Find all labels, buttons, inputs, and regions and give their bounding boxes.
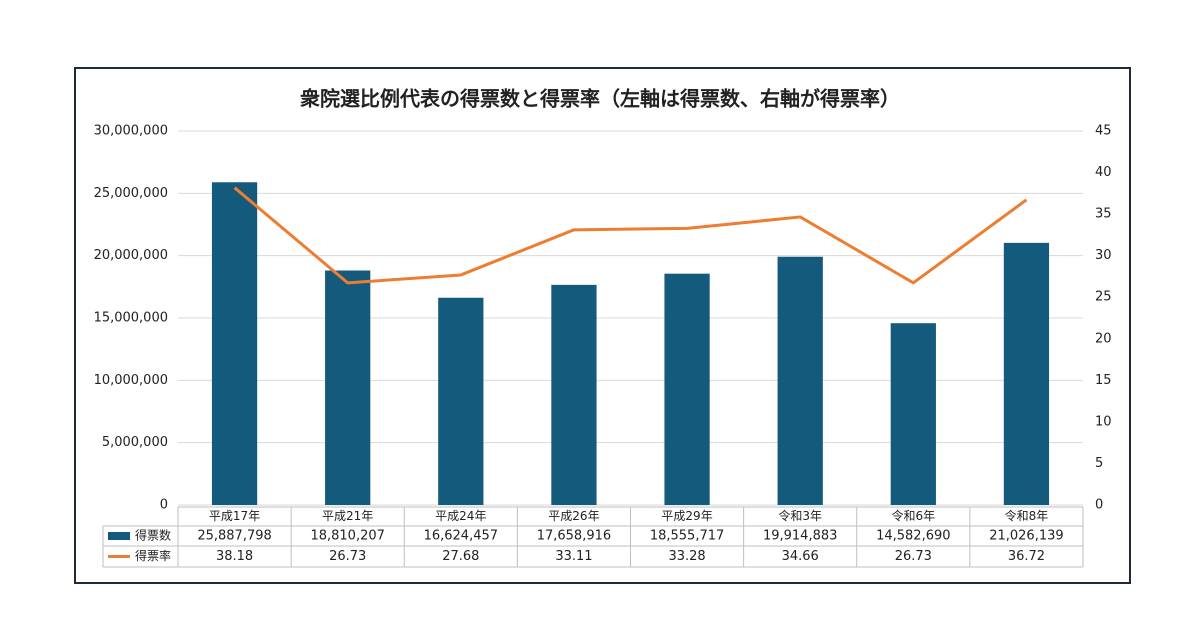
table-value: 17,658,916 (537, 529, 611, 544)
y-tick-label: 10,000,000 (94, 373, 168, 388)
table-value: 33.11 (555, 549, 592, 564)
x-tick-label: 平成24年 (435, 509, 486, 523)
y2-tick-label: 25 (1095, 290, 1112, 305)
y2-tick-label: 45 (1095, 124, 1112, 139)
x-tick-label: 令和6年 (891, 508, 935, 523)
y2-tick-label: 35 (1095, 207, 1112, 222)
chart-title: 衆院選比例代表の得票数と得票率（左軸は得票数、右軸が得票率） (300, 87, 900, 111)
line (233, 186, 1028, 285)
table-value: 36.72 (1008, 549, 1045, 564)
bar (1003, 242, 1050, 505)
x-tick-label: 令和8年 (1005, 508, 1049, 523)
y-tick-label: 0 (160, 498, 168, 513)
legend-label: 得票率 (135, 548, 171, 563)
x-tick-label: 平成21年 (322, 509, 373, 523)
y-tick-label: 30,000,000 (94, 124, 168, 139)
y2-tick-label: 10 (1095, 414, 1112, 429)
y-tick-label: 15,000,000 (94, 311, 168, 326)
x-tick-label: 平成17年 (209, 509, 260, 523)
bar (890, 323, 936, 505)
table-value: 14,582,690 (876, 529, 950, 544)
table-value: 26.73 (895, 549, 932, 564)
table-value: 34.66 (782, 549, 819, 564)
bar (777, 256, 823, 505)
y2-tick-label: 0 (1095, 498, 1103, 513)
x-tick-label: 令和3年 (778, 508, 822, 523)
table-value: 18,810,207 (310, 529, 384, 544)
table-value: 27.68 (442, 549, 479, 564)
table-value: 26.73 (329, 549, 366, 564)
bar (664, 273, 710, 505)
bar (438, 297, 484, 505)
y-tick-label: 20,000,000 (94, 248, 168, 263)
y2-tick-label: 20 (1095, 331, 1112, 346)
table-value: 19,914,883 (763, 529, 837, 544)
y-tick-label: 25,000,000 (94, 186, 168, 201)
table-value: 18,555,717 (650, 529, 724, 544)
bar (325, 270, 371, 505)
legend-key (108, 532, 130, 540)
table-value: 33.28 (668, 549, 705, 564)
y2-tick-label: 15 (1095, 373, 1112, 388)
legend-label: 得票数 (135, 528, 171, 543)
table-value: 25,887,798 (197, 529, 271, 544)
table-value: 16,624,457 (424, 529, 498, 544)
table-value: 21,026,139 (989, 529, 1063, 544)
table-value: 38.18 (216, 549, 253, 564)
y-tick-label: 5,000,000 (102, 435, 168, 450)
y2-tick-label: 30 (1095, 248, 1112, 263)
y2-tick-label: 5 (1095, 456, 1103, 471)
x-tick-label: 平成29年 (661, 509, 712, 523)
y2-tick-label: 40 (1095, 165, 1112, 180)
bar (211, 182, 258, 506)
bar (551, 284, 597, 505)
x-tick-label: 平成26年 (548, 509, 599, 523)
